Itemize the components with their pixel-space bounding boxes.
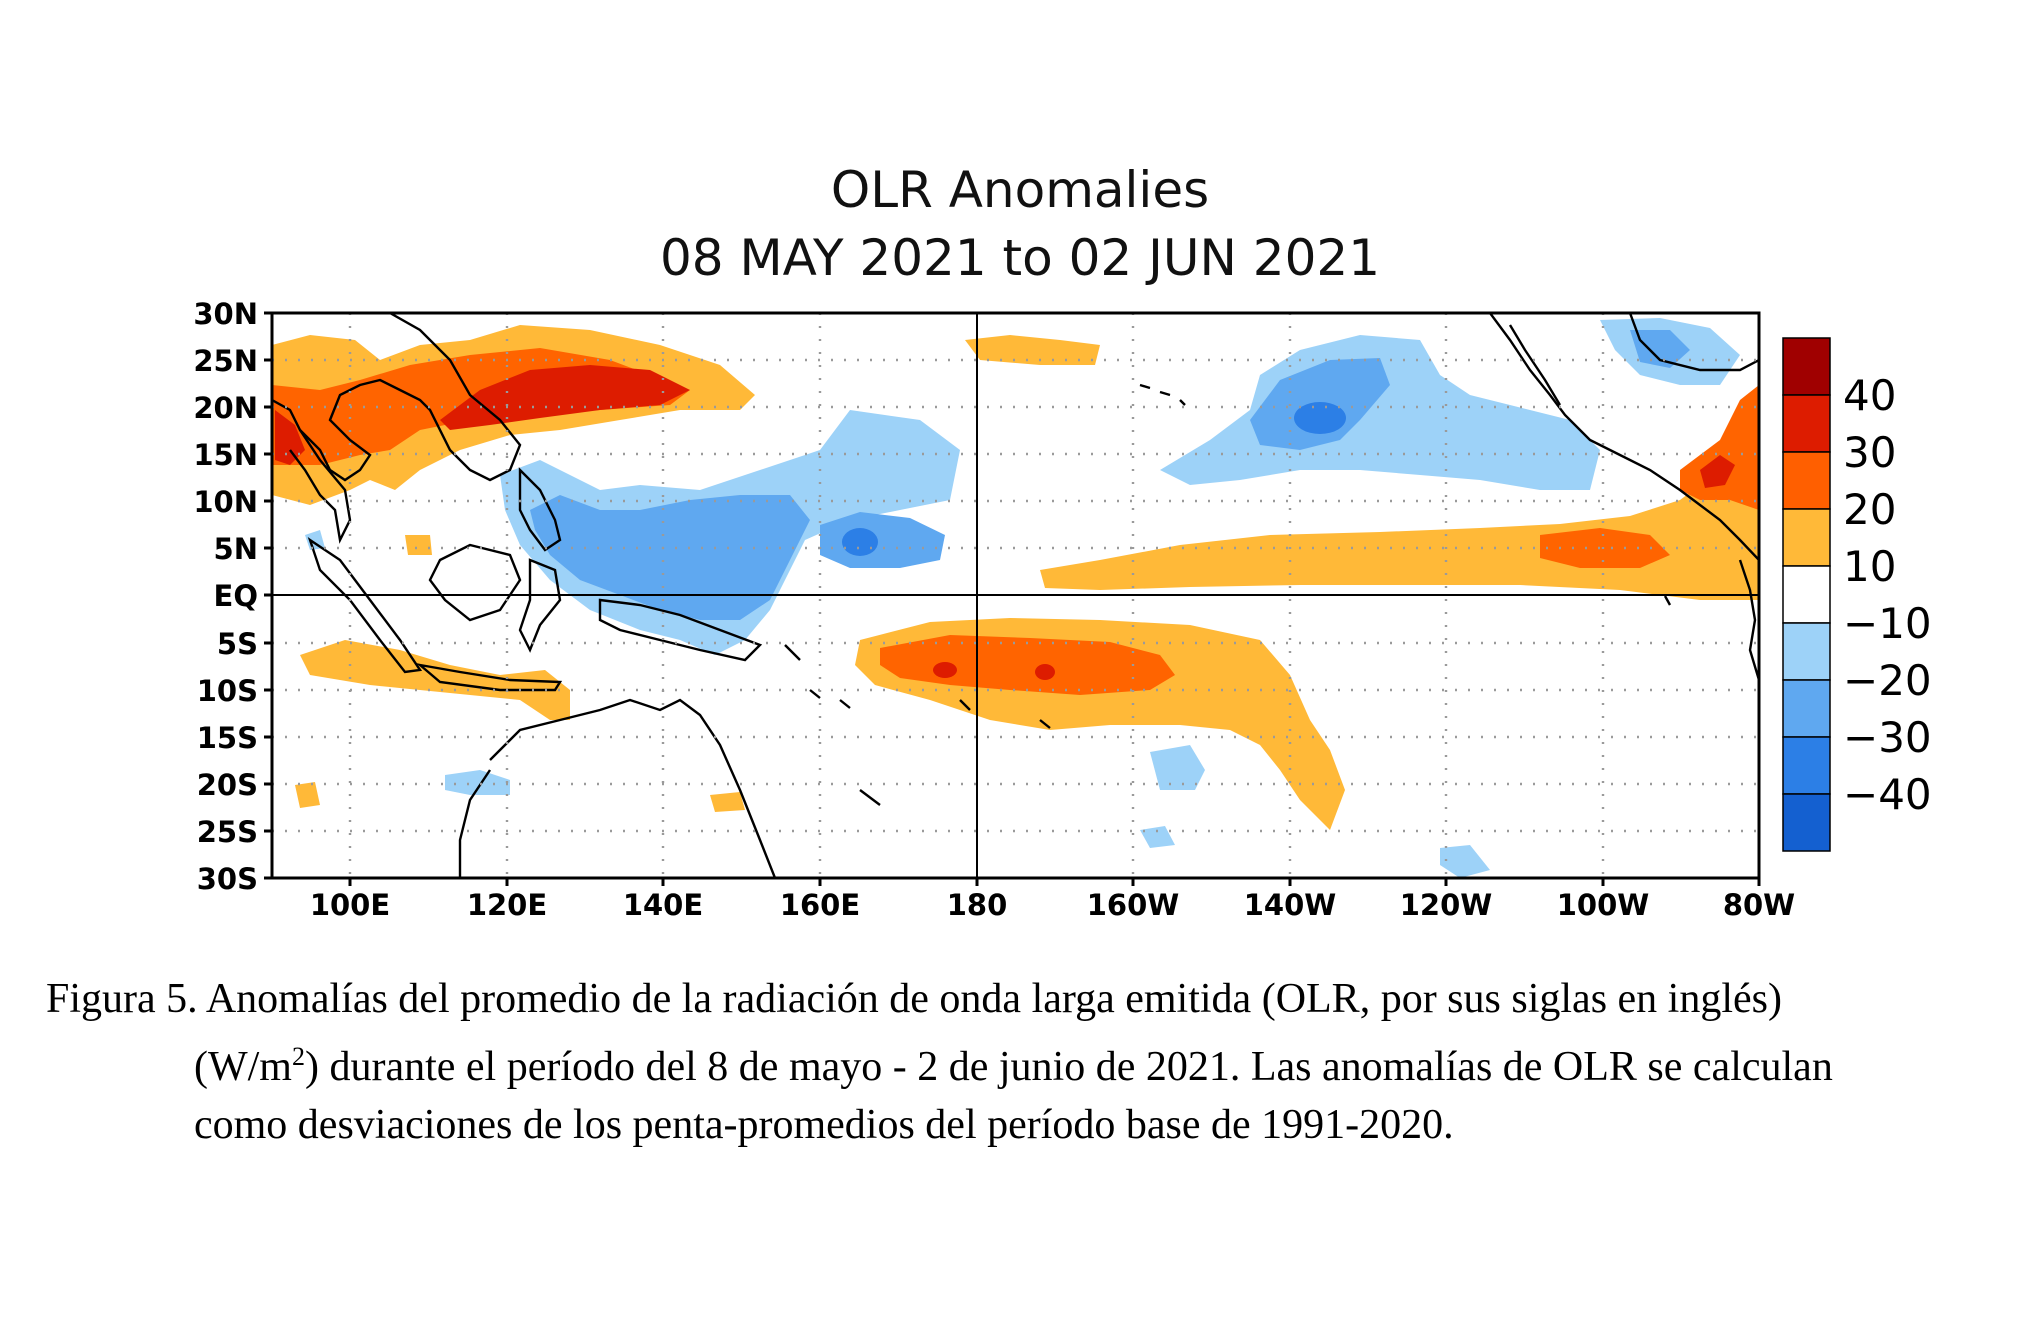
legend-swatch-4 [1782,565,1831,624]
lon-label: 180 [947,888,1008,922]
legend-swatch-7 [1782,736,1831,795]
lon-label: 80W [1723,888,1795,922]
fiji-islands [859,699,1051,806]
anomaly-region-south-west-small [295,782,320,808]
anomaly-region-south-pacific-negative [1150,745,1205,790]
latitude-labels: 30N 25N 20N 15N 10N 5N EQ 5S 10S 15S 20S… [193,297,258,896]
anomaly-region-warm-pool-core [842,528,878,556]
legend-label: 10 [1843,542,1896,591]
sumatra-coast [307,537,423,674]
lon-label: 100W [1557,888,1650,922]
north-america-coast [1489,313,1759,561]
anomaly-region-australia-negative [445,770,510,795]
lon-label: 160W [1087,888,1180,922]
lat-label: EQ [214,579,258,613]
lat-label: 10N [193,485,258,519]
lat-label: 20S [197,768,258,802]
south-america-coast [1738,559,1759,681]
anomaly-region-northeast-pacific-core [1294,402,1346,434]
legend-label: 30 [1843,428,1896,477]
anomaly-region-west-pacific-core [440,365,690,430]
hawaii-islands [1139,383,1186,406]
lon-label: 120E [467,888,547,922]
legend-swatch-2 [1782,451,1831,510]
map-subtitle: 08 MAY 2021 to 02 JUN 2021 [660,229,1380,287]
lon-label: 140E [623,888,703,922]
anomaly-region-sumatra-negative [305,530,325,550]
lon-label: 140W [1244,888,1337,922]
lat-label: 15N [193,438,258,472]
figure-caption: Figura 5. Anomalías del promedio de la r… [46,970,2006,1154]
caption-line-2-end: ) durante el período del 8 de mayo - 2 d… [304,1044,1833,1090]
legend-swatch-5 [1782,622,1831,681]
lat-label: 30S [197,862,258,896]
lat-label: 25N [193,344,258,378]
legend-label: −40 [1843,770,1932,819]
legend-label: −30 [1843,713,1932,762]
anomaly-region-timor-small [405,535,432,555]
anomaly-region-central-america-core [1700,455,1735,488]
legend-label: −20 [1843,656,1932,705]
map-title: OLR Anomalies [831,161,1209,219]
lat-label: 10S [197,674,258,708]
legend-swatch-8 [1782,793,1831,852]
legend-swatch-1 [1782,394,1831,453]
caption-superscript: 2 [291,1042,305,1071]
caption-line-3: como desviaciones de los penta-promedios… [194,1102,1454,1148]
java-coast [415,663,563,692]
anomaly-region-northeast-pacific-negative [1160,335,1600,490]
anomaly-region-central-america-strong [1680,385,1759,510]
galapagos-islands [1663,595,1672,606]
legend-label: 20 [1843,485,1896,534]
indochina-coast [289,429,352,544]
baja-coast [1508,324,1562,406]
anomaly-region-far-south-negative [1140,826,1175,848]
longitude-labels: 100E 120E 140E 160E 180 160W 140W 120W 1… [310,888,1795,922]
anomaly-region-maritime-positive [300,640,570,720]
legend-swatch-3 [1782,508,1831,567]
anomaly-field [272,313,1759,878]
lat-label: 15S [197,721,258,755]
solomon-islands [784,644,851,709]
new-guinea-coast [598,598,763,662]
lon-label: 120W [1400,888,1493,922]
asia-coast [272,313,522,482]
sulawesi-coast [518,558,562,653]
philippines-coast [518,467,562,552]
lon-label: 100E [310,888,390,922]
legend-swatch-0 [1782,337,1831,396]
coastlines [272,313,1759,878]
lat-label: 20N [193,391,258,425]
caption-line-2-start: (W/m [194,1044,292,1090]
lat-label: 25S [197,815,258,849]
legend-label: −10 [1843,599,1932,648]
anomaly-region-date-line-strong [880,635,1175,695]
anomaly-region-south-china-sea [275,410,305,465]
borneo-coast [428,543,522,622]
anomaly-region-north-pacific-small [965,335,1100,365]
tick-marks [264,311,1761,886]
caption-line-1: Figura 5. Anomalías del promedio de la r… [46,976,1782,1022]
lat-label: 5S [217,627,258,661]
anomaly-region-itcz-strong [1540,528,1670,568]
legend-label: 40 [1843,371,1896,420]
color-legend: 40 30 20 10 −10 −20 −30 −40 [1782,337,1932,852]
lat-label: 5N [214,532,258,566]
anomaly-region-date-line-core-b [1035,664,1055,680]
lat-label: 30N [193,297,258,331]
graticule [272,313,1759,878]
legend-swatch-6 [1782,679,1831,738]
caption-line-2: (W/m2) durante el período del 8 de mayo … [46,1028,2006,1096]
anomaly-region-west-pacific-negative-strong [530,495,810,620]
gulf-coast [1628,313,1759,372]
lon-label: 160E [780,888,860,922]
anomaly-region-southeast-negative [1440,845,1490,878]
anomaly-region-coral-small [710,792,745,812]
anomaly-region-gulf-negative-strong [1630,330,1690,368]
anomaly-region-date-line-core-a [933,662,957,678]
